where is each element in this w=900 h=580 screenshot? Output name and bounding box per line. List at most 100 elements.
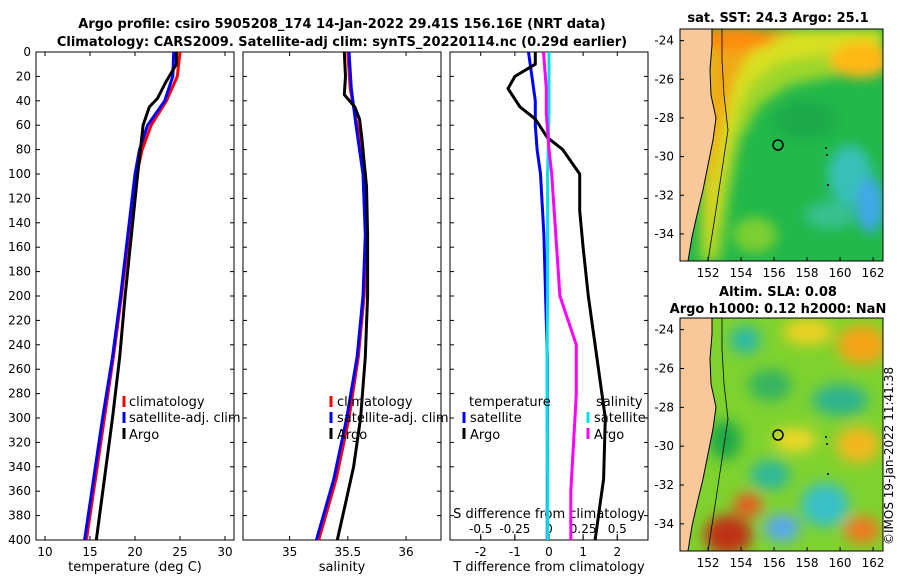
x-tick-label: 30 <box>217 545 232 559</box>
y-tick-label: 160 <box>8 240 31 254</box>
series-line-temperature-argo <box>506 52 607 540</box>
x-tick-label: 15 <box>82 545 97 559</box>
y-tick-label: 200 <box>8 289 31 303</box>
salinity-panel: 35 35.5 36 salinity <box>242 51 442 575</box>
x-tick-label: -2 <box>475 545 487 559</box>
x-tick-label: 0 <box>545 545 553 559</box>
series-line-climatology <box>84 52 182 540</box>
y-tick-label: 260 <box>8 362 31 376</box>
plot-frame <box>35 51 235 541</box>
top-x-tick-label: -0.5 <box>469 522 492 536</box>
y-tick-label: 40 <box>16 94 31 108</box>
legend-satellite-label: satellite-adj. clim <box>337 411 449 426</box>
sla-land-australia <box>680 318 717 551</box>
map-y-tick-label: -26 <box>654 361 674 375</box>
map-x-tick-label: 152 <box>697 266 720 280</box>
x-axis-label: T difference from climatology <box>452 560 645 575</box>
map-y-tick-label: -32 <box>654 478 674 492</box>
series-line-argo <box>335 52 370 540</box>
x-tick-label: 36 <box>398 545 413 559</box>
map-y-tick-label: -26 <box>654 72 674 86</box>
y-tick-label: 280 <box>8 387 31 401</box>
series-group <box>83 52 182 540</box>
y-tick-label: 360 <box>8 484 31 498</box>
x-tick-label: 35.5 <box>334 545 361 559</box>
top-x-tick-label: 0.5 <box>608 522 627 536</box>
series-group <box>506 52 607 540</box>
y-tick-label: 320 <box>8 435 31 449</box>
y-tick-label: 0 <box>23 45 31 59</box>
y-tick-label: 60 <box>16 118 31 132</box>
y-tick-label: 240 <box>8 338 31 352</box>
y-tick-label: 380 <box>8 509 31 523</box>
y-tick-label: 180 <box>8 265 31 279</box>
sst-land-australia <box>680 29 717 261</box>
legend-temperature-title: temperature <box>469 395 551 410</box>
map-x-tick-label: 158 <box>796 556 819 570</box>
map-x-tick-label: 154 <box>730 556 753 570</box>
figure-title-line1: Argo profile: csiro 5905208_174 14-Jan-2… <box>78 17 605 32</box>
sla-map-title-line1: Altim. SLA: 0.08 <box>719 285 837 300</box>
map-y-tick-label: -32 <box>654 188 674 202</box>
map-y-tick-label: -28 <box>654 400 674 414</box>
map-y-tick-label: -24 <box>654 34 674 48</box>
map-x-tick-label: 152 <box>697 556 720 570</box>
legend-temp-argo-label: Argo <box>470 428 500 443</box>
sst-isobath-contour <box>707 29 729 261</box>
salinity-legend: climatology satellite-adj. clim Argo <box>329 395 449 443</box>
legend-argo-label: Argo <box>337 428 367 443</box>
legend-climatology-label: climatology <box>129 395 205 410</box>
sst-map-axes: 152 154 156 158 160 162 -24 -26 -28 -30 -32 -34 <box>654 34 884 280</box>
top-axis-label: S difference from climatology <box>453 507 645 522</box>
sla-pattern <box>704 319 883 551</box>
x-axis-label: salinity <box>319 560 366 575</box>
x-tick-label: 35 <box>282 545 297 559</box>
x-tick-label: 2 <box>613 545 621 559</box>
sst-argo-marker <box>772 139 784 151</box>
y-tick-label: 300 <box>8 411 31 425</box>
x-tick-label: 20 <box>127 545 142 559</box>
temperature-legend: climatology satellite-adj. clim Argo <box>122 395 241 443</box>
series-line-argo <box>94 52 178 540</box>
figure-title-line2: Climatology: CARS2009. Satellite-adj cli… <box>57 35 627 50</box>
y-tick-label: 400 <box>8 533 31 547</box>
map-x-tick-label: 154 <box>730 266 753 280</box>
x-axis-label: temperature (deg C) <box>68 560 202 575</box>
map-x-tick-label: 160 <box>829 556 852 570</box>
difference-legend: temperature satellite Argo salinity sate… <box>462 395 646 443</box>
top-x-tick-label: -0.25 <box>499 522 530 536</box>
map-x-tick-label: 160 <box>829 266 852 280</box>
sst-map: sat. SST: 24.3 Argo: 25.1 152 154 156 158 16… <box>654 11 884 280</box>
sst-pattern <box>695 29 883 261</box>
series-group <box>314 52 370 540</box>
legend-argo-label: Argo <box>129 428 159 443</box>
sla-argo-marker <box>772 429 784 441</box>
y-tick-label: 80 <box>16 143 31 157</box>
map-x-tick-label: 162 <box>862 556 885 570</box>
x-tick-label: 25 <box>172 545 187 559</box>
difference-panel: -2 -1 0 1 2T difference from climatology -0.5… <box>449 51 649 575</box>
series-line-satellite-adj-clim <box>314 52 367 540</box>
y-tick-label: 120 <box>8 191 31 205</box>
sla-map-axes: 152 154 156 158 160 162 -24 -26 -28 -30 -32 -34 <box>654 323 884 570</box>
map-y-tick-label: -28 <box>654 111 674 125</box>
series-line-salinity-argo <box>542 52 578 540</box>
sla-isobath-contour <box>707 318 729 551</box>
map-y-tick-label: -30 <box>654 439 674 453</box>
map-x-tick-label: 156 <box>763 266 786 280</box>
top-x-tick-label: 0.25 <box>570 522 597 536</box>
legend-sal-satellite-label: satellite <box>594 411 646 426</box>
map-y-tick-label: -34 <box>654 517 674 531</box>
map-x-tick-label: 158 <box>796 266 819 280</box>
sla-map: Altim. SLA: 0.08 Argo h1000: 0.12 h2000:… <box>654 285 887 570</box>
y-tick-label: 340 <box>8 460 31 474</box>
plot-frame <box>242 51 442 541</box>
sla-map-title-line2: Argo h1000: 0.12 h2000: NaN <box>670 302 887 317</box>
map-x-tick-label: 156 <box>763 556 786 570</box>
map-y-tick-label: -24 <box>654 323 674 337</box>
legend-salinity-title: salinity <box>596 395 643 410</box>
map-y-tick-label: -30 <box>654 150 674 164</box>
sla-map-frame <box>679 317 884 552</box>
temperature-panel: 0 20 40 60 80 100 120 140 160 180 200 220 240 260 280 3… <box>8 45 235 575</box>
